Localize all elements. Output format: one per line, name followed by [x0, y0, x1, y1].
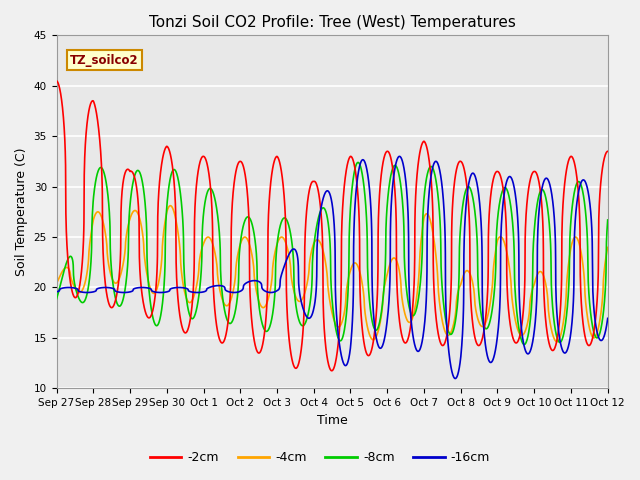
- Legend: -2cm, -4cm, -8cm, -16cm: -2cm, -4cm, -8cm, -16cm: [145, 446, 495, 469]
- Text: TZ_soilco2: TZ_soilco2: [70, 54, 139, 67]
- Title: Tonzi Soil CO2 Profile: Tree (West) Temperatures: Tonzi Soil CO2 Profile: Tree (West) Temp…: [148, 15, 516, 30]
- Y-axis label: Soil Temperature (C): Soil Temperature (C): [15, 147, 28, 276]
- X-axis label: Time: Time: [317, 414, 348, 427]
